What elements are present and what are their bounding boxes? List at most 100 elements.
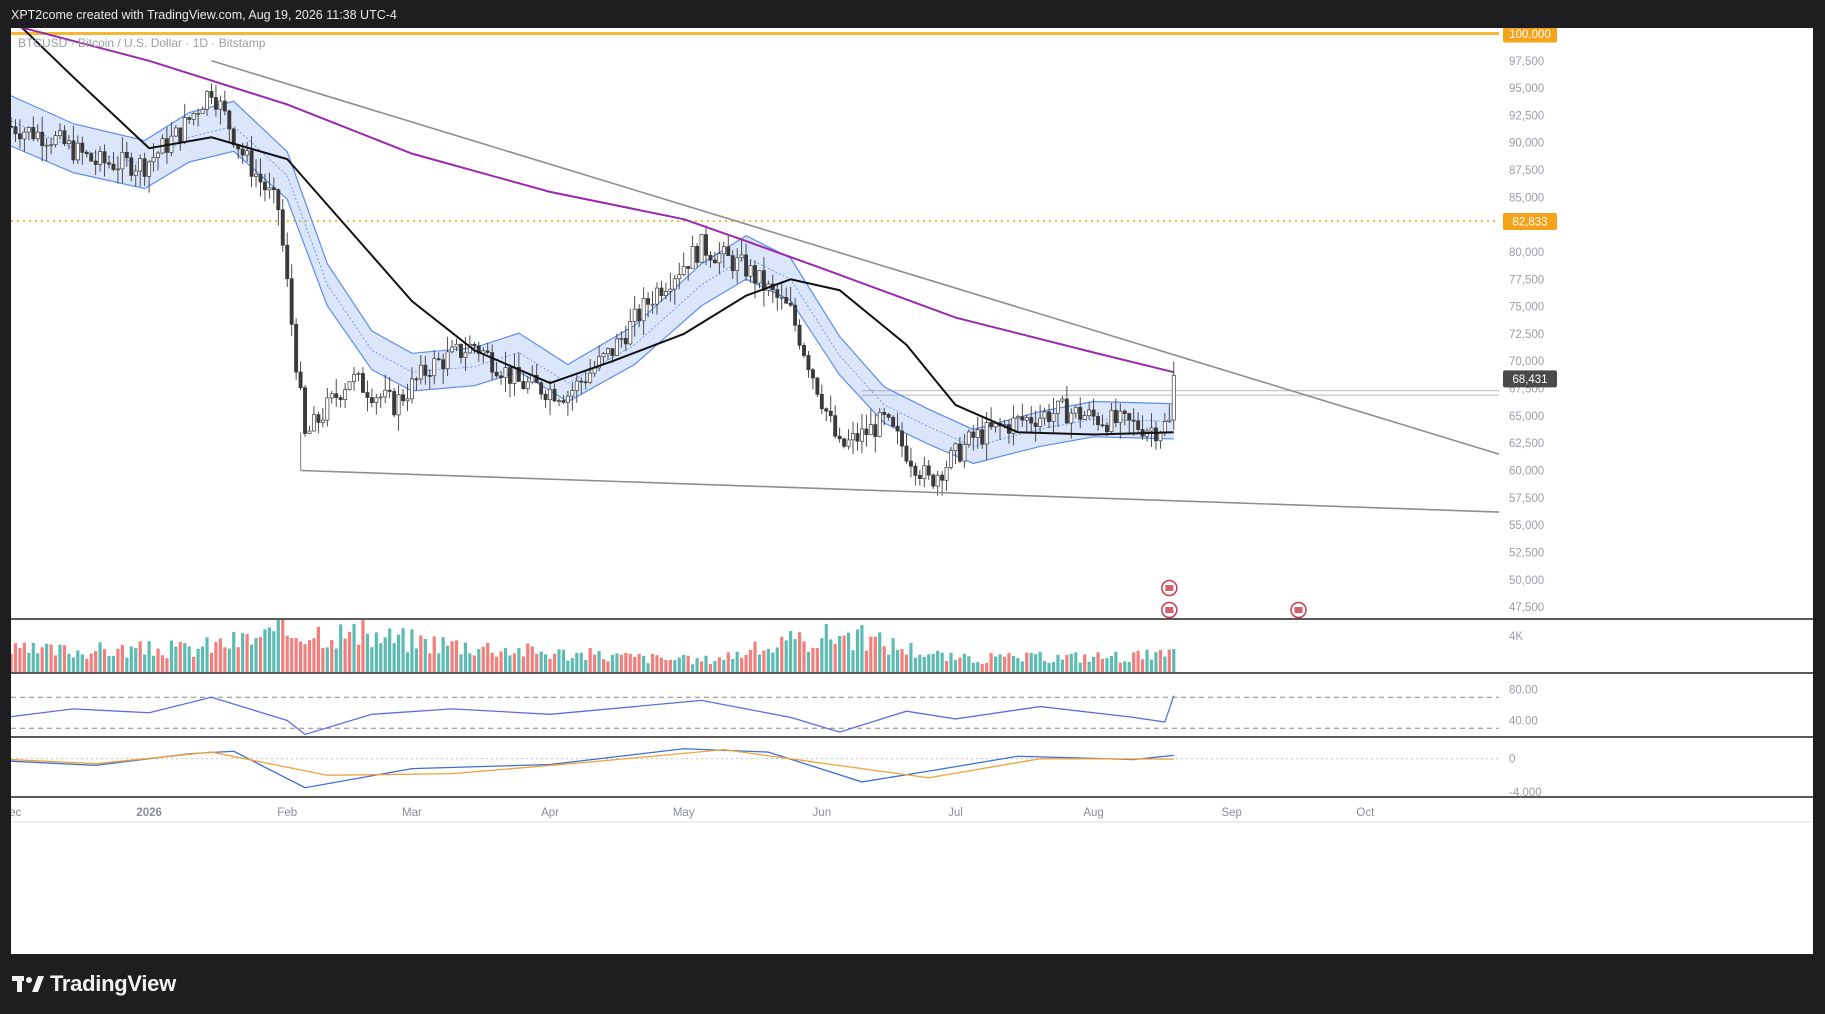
candle-body [926,465,931,476]
candle-body [610,348,615,356]
volume-bar [940,652,944,672]
volume-bar [352,623,356,672]
volume-bar [615,653,619,672]
candle-body [1105,424,1109,433]
volume-bar [316,626,321,672]
volume-bar [1060,659,1065,672]
candle-body [922,465,927,479]
candle-body [120,151,125,170]
volume-bar [691,664,695,672]
sma-black-line [20,28,1174,436]
volume-bar [891,638,895,672]
candle-body [276,189,281,211]
candle-body [1011,417,1016,434]
volume-bar [285,635,289,672]
volume-bar [717,657,721,672]
candle-body [632,308,637,322]
price-label-badge [1503,213,1557,231]
price-tick-label: 62,500 [1509,438,1544,450]
candle-body [962,444,967,462]
candle-body [361,373,365,393]
volume-bar [165,658,169,672]
time-tick-label: Feb [277,807,297,819]
volume-bar [726,652,730,672]
volume-bar [463,642,468,672]
volume-bar [80,654,84,672]
volume-bar [392,643,396,672]
volume-bar [227,648,231,672]
candle-body [753,265,757,284]
band-lower-line [11,145,1174,465]
volume-bar [552,653,557,672]
candle-body [583,381,588,384]
volume-bar [330,640,334,672]
candle-body [254,173,258,177]
candle-body [971,431,976,438]
volume-bar [223,647,227,672]
volume-bar [998,654,1002,672]
volume-bar [36,653,40,672]
volume-bar [1051,661,1056,672]
candle-body [824,408,829,412]
price-label-text: 100,000 [1509,29,1551,41]
candle-body [637,308,642,322]
volume-bar [521,656,525,672]
volume-bar [530,646,534,672]
candle-body [147,161,152,177]
candle-body [686,266,691,269]
volume-bar [895,649,900,672]
volume-bar [1016,658,1020,672]
volume-bar [637,653,641,672]
volume-bar [548,658,552,672]
volume-bar [918,654,922,672]
candle-body [111,163,116,170]
price-label-text: 82,833 [1512,217,1547,229]
time-tick-label: Jul [948,807,963,819]
volume-bar [931,653,935,672]
volume-bar [789,630,793,672]
volume-bar [610,654,615,672]
candle-body [565,395,570,403]
volume-bar [579,652,583,672]
time-tick-label: Oct [1356,807,1375,819]
candle-body [557,400,561,402]
volume-bar [708,663,713,672]
volume-bar [495,656,499,672]
candle-body [797,324,802,346]
volume-bar [388,628,392,672]
volume-bar [1007,653,1011,672]
candle-body [374,397,379,403]
candle-body [695,246,700,263]
candle-body [570,390,575,397]
volume-bar [980,663,984,672]
candle-body [788,302,793,306]
volume-bar [187,646,191,672]
volume-bar [459,654,463,672]
volume-bar [419,635,423,672]
price-chart[interactable]: 47,500 50,000 52,500 55,000 57,500 60,000 62,5… [11,28,1813,954]
tradingview-brand[interactable]: TradingView [12,971,176,996]
volume-bar [13,643,18,672]
candle-body [539,382,544,395]
band-fill [11,95,1174,464]
volume-bar [704,655,708,672]
volume-bar [642,655,646,672]
volume-bar [1047,662,1051,672]
candle-body [913,465,918,476]
candle-body [26,127,31,133]
candle-body [1113,409,1118,424]
candle-body [369,397,374,403]
candle-body [307,430,312,434]
candle-body [93,160,98,165]
candle-body [200,108,205,114]
volume-bar [793,639,797,672]
price-tick-label: 77,500 [1509,274,1544,286]
us-flag-event-icon [1165,607,1174,613]
candle-body [84,152,89,155]
volume-bar [490,652,494,672]
candle-body [659,287,664,297]
volume-bar [169,640,173,672]
candle-body [588,372,593,383]
time-tick-label: Apr [541,807,559,819]
candle-body [1060,398,1065,402]
